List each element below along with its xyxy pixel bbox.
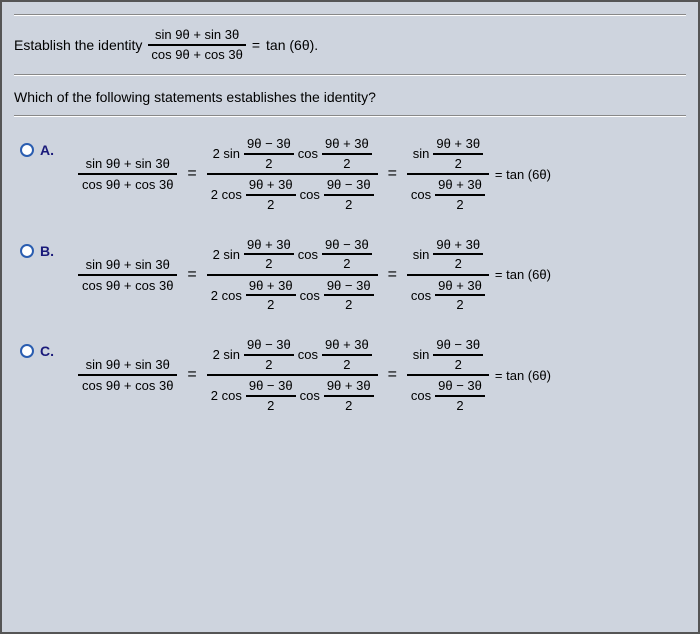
- small-fraction: 9θ + 3θ2: [322, 136, 372, 171]
- identity-prompt: Establish the identity sin 9θ + sin 3θ c…: [14, 19, 686, 70]
- small-fraction: 9θ + 3θ2: [435, 177, 485, 212]
- lhs-fraction: sin 9θ + sin 3θcos 9θ + cos 3θ: [78, 355, 177, 395]
- choices-container: A. sin 9θ + sin 3θcos 9θ + cos 3θ = 2 sin9θ…: [14, 120, 686, 425]
- equals-icon: =: [183, 165, 200, 183]
- result-text: = tan (6θ): [495, 167, 551, 182]
- small-fraction: 9θ + 3θ2: [433, 136, 483, 171]
- result-text: = tan (6θ): [495, 368, 551, 383]
- small-fraction: 9θ − 3θ2: [324, 278, 374, 313]
- small-fraction: 9θ + 3θ2: [433, 237, 483, 272]
- radio-icon[interactable]: [20, 344, 34, 358]
- radio-icon[interactable]: [20, 143, 34, 157]
- prompt-lead: Establish the identity: [14, 37, 142, 53]
- small-fraction: 9θ + 3θ2: [322, 337, 372, 372]
- small-fraction: 9θ + 3θ2: [324, 378, 374, 413]
- rule-top: [14, 14, 686, 15]
- small-fraction: 9θ + 3θ2: [246, 278, 296, 313]
- equals-icon: =: [384, 165, 401, 183]
- equals-icon: =: [384, 366, 401, 384]
- quiz-page: Establish the identity sin 9θ + sin 3θ c…: [0, 0, 700, 634]
- small-fraction: 9θ + 3θ2: [244, 237, 294, 272]
- equals-icon: =: [183, 266, 200, 284]
- prompt-eq: =: [252, 37, 260, 53]
- right-fraction: sin9θ − 3θ2cos9θ − 3θ2: [407, 335, 489, 415]
- mid-fraction: 2 sin9θ − 3θ2cos9θ + 3θ22 cos9θ − 3θ2cos…: [207, 335, 378, 415]
- equation-row: sin 9θ + sin 3θcos 9θ + cos 3θ = 2 sin9θ −…: [78, 134, 551, 214]
- mid-fraction: 2 sin9θ + 3θ2cos9θ − 3θ22 cos9θ + 3θ2cos…: [207, 235, 378, 315]
- rule-mid: [14, 74, 686, 75]
- prompt-den: cos 9θ + cos 3θ: [148, 47, 245, 63]
- choice-row: A. sin 9θ + sin 3θcos 9θ + cos 3θ = 2 sin9θ…: [20, 124, 686, 224]
- prompt-num: sin 9θ + sin 3θ: [152, 27, 242, 43]
- rule-q: [14, 115, 686, 116]
- small-fraction: 9θ − 3θ2: [324, 177, 374, 212]
- choice-letter: B.: [40, 243, 54, 259]
- result-text: = tan (6θ): [495, 267, 551, 282]
- small-fraction: 9θ − 3θ2: [246, 378, 296, 413]
- lhs-fraction: sin 9θ + sin 3θcos 9θ + cos 3θ: [78, 255, 177, 295]
- prompt-fraction: sin 9θ + sin 3θ cos 9θ + cos 3θ: [148, 27, 245, 62]
- small-fraction: 9θ − 3θ2: [433, 337, 483, 372]
- equals-icon: =: [384, 266, 401, 284]
- small-fraction: 9θ + 3θ2: [435, 278, 485, 313]
- radio-wrap[interactable]: A.: [20, 134, 64, 158]
- choice-letter: A.: [40, 142, 54, 158]
- equals-icon: =: [183, 366, 200, 384]
- radio-wrap[interactable]: C.: [20, 335, 64, 359]
- choice-letter: C.: [40, 343, 54, 359]
- radio-icon[interactable]: [20, 244, 34, 258]
- radio-wrap[interactable]: B.: [20, 235, 64, 259]
- question-text: Which of the following statements establ…: [14, 79, 686, 111]
- equation-row: sin 9θ + sin 3θcos 9θ + cos 3θ = 2 sin9θ +…: [78, 235, 551, 315]
- small-fraction: 9θ − 3θ2: [322, 237, 372, 272]
- lhs-fraction: sin 9θ + sin 3θcos 9θ + cos 3θ: [78, 154, 177, 194]
- small-fraction: 9θ + 3θ2: [246, 177, 296, 212]
- choice-row: B. sin 9θ + sin 3θcos 9θ + cos 3θ = 2 sin9θ…: [20, 225, 686, 325]
- equation-row: sin 9θ + sin 3θcos 9θ + cos 3θ = 2 sin9θ −…: [78, 335, 551, 415]
- mid-fraction: 2 sin9θ − 3θ2cos9θ + 3θ22 cos9θ + 3θ2cos…: [207, 134, 378, 214]
- right-fraction: sin9θ + 3θ2cos9θ + 3θ2: [407, 235, 489, 315]
- small-fraction: 9θ − 3θ2: [244, 337, 294, 372]
- small-fraction: 9θ − 3θ2: [435, 378, 485, 413]
- small-fraction: 9θ − 3θ2: [244, 136, 294, 171]
- choice-row: C. sin 9θ + sin 3θcos 9θ + cos 3θ = 2 sin9θ…: [20, 325, 686, 425]
- prompt-rhs: tan (6θ).: [266, 37, 318, 53]
- right-fraction: sin9θ + 3θ2cos9θ + 3θ2: [407, 134, 489, 214]
